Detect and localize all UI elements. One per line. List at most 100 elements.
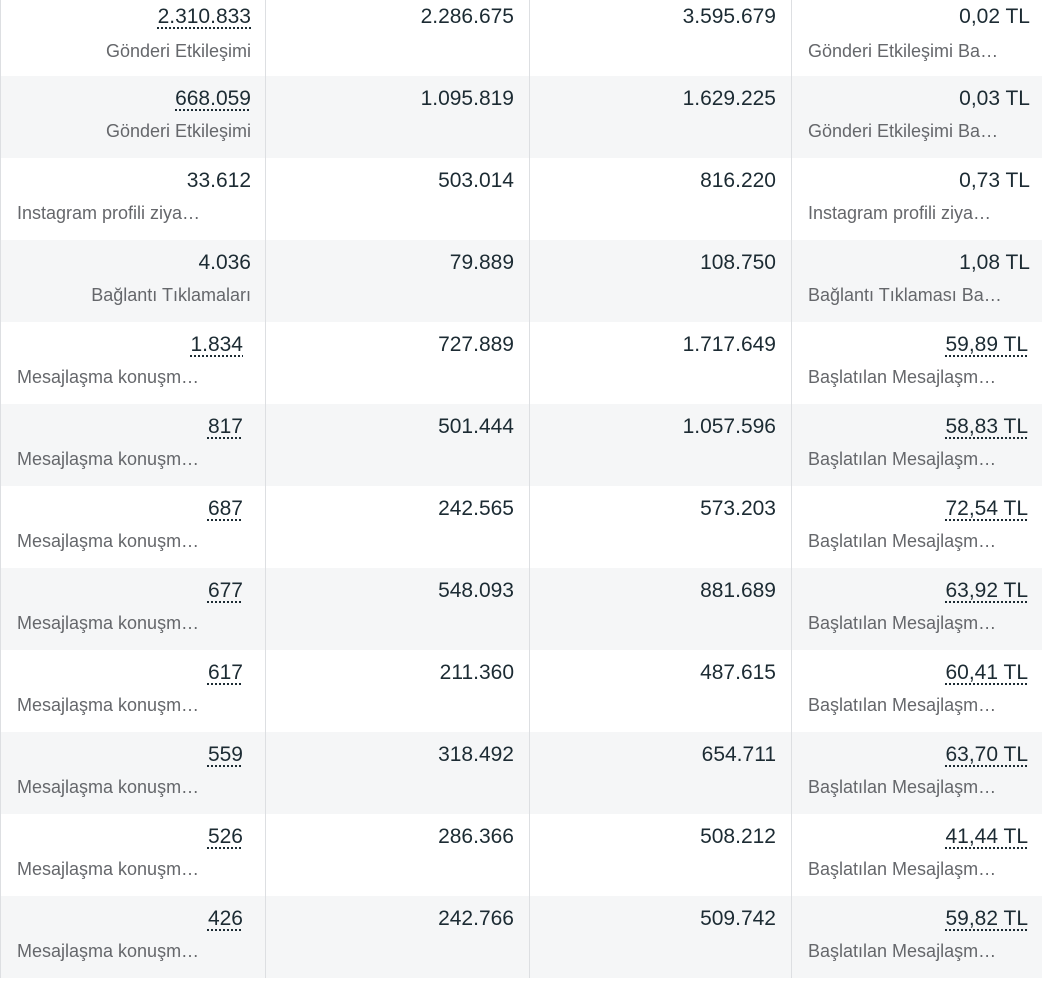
cost-type-label: Başlatılan Mesajlaşm…: [808, 777, 997, 797]
table-row[interactable]: 668.059 Gönderi Etkileşimi 1.095.819 1.629.…: [0, 76, 1042, 158]
impressions-cell: 654.711: [529, 732, 791, 814]
reach-cell: 79.889: [265, 240, 529, 322]
result-type-label: Mesajlaşma konuşm…: [17, 859, 200, 879]
cost-per-result-value[interactable]: 63,92 TL: [945, 579, 1028, 602]
results-cell: 2.310.833 Gönderi Etkileşimi: [0, 0, 265, 76]
cost-per-result-value[interactable]: 72,54 TL: [945, 497, 1028, 520]
cost-type-label: Başlatılan Mesajlaşm…: [808, 613, 997, 633]
reach-cell: 286.366: [265, 814, 529, 896]
cost-per-result-value[interactable]: 59,89 TL: [945, 333, 1028, 356]
cost-type-label: Başlatılan Mesajlaşm…: [808, 367, 997, 387]
impressions-value: 3.595.679: [682, 5, 776, 28]
impressions-value: 508.212: [700, 825, 776, 848]
results-value[interactable]: 668.059: [175, 87, 251, 110]
impressions-value: 1.057.596: [682, 415, 776, 438]
result-type-label: Mesajlaşma konuşm…: [17, 695, 200, 715]
cost-per-result-value[interactable]: 58,83 TL: [945, 415, 1028, 438]
reach-cell: 242.565: [265, 486, 529, 568]
cost-per-result-value: 1,08 TL: [959, 251, 1030, 274]
table-row[interactable]: 33.612 Instagram profili ziya… 503.014 816.…: [0, 158, 1042, 240]
reach-cell: 2.286.675: [265, 0, 529, 76]
table-row[interactable]: 426 Mesajlaşma konuşm… 242.766 509.742 59,82…: [0, 896, 1042, 978]
impressions-cell: 1.717.649: [529, 322, 791, 404]
impressions-value: 487.615: [700, 661, 776, 684]
impressions-cell: 881.689: [529, 568, 791, 650]
reach-cell: 1.095.819: [265, 76, 529, 158]
reach-cell: 242.766: [265, 896, 529, 978]
results-cell: 4.036 Bağlantı Tıklamaları: [0, 240, 265, 322]
cost-per-result-value[interactable]: 60,41 TL: [945, 661, 1028, 684]
cost-per-result-value[interactable]: 59,82 TL: [945, 907, 1028, 930]
cost-type-label: Başlatılan Mesajlaşm…: [808, 531, 997, 551]
table-row[interactable]: 687 Mesajlaşma konuşm… 242.565 573.203 72,54…: [0, 486, 1042, 568]
impressions-value: 509.742: [700, 907, 776, 930]
cost-type-label: Başlatılan Mesajlaşm…: [808, 941, 997, 961]
results-cell: 677 Mesajlaşma konuşm…: [0, 568, 265, 650]
result-type-label: Mesajlaşma konuşm…: [17, 941, 200, 961]
impressions-cell: 509.742: [529, 896, 791, 978]
results-value[interactable]: 677: [207, 579, 243, 602]
cost-per-result-cell: 72,54 TL Başlatılan Mesajlaşm…: [791, 486, 1042, 568]
impressions-value: 881.689: [700, 579, 776, 602]
reach-cell: 727.889: [265, 322, 529, 404]
results-value[interactable]: 617: [207, 661, 243, 684]
cost-type-label: Başlatılan Mesajlaşm…: [808, 859, 997, 879]
reach-cell: 501.444: [265, 404, 529, 486]
impressions-value: 108.750: [700, 251, 776, 274]
cost-type-label: Başlatılan Mesajlaşm…: [808, 695, 997, 715]
results-cell: 617 Mesajlaşma konuşm…: [0, 650, 265, 732]
reach-value: 2.286.675: [420, 5, 514, 28]
result-type-label: Mesajlaşma konuşm…: [17, 449, 200, 469]
table-row[interactable]: 559 Mesajlaşma konuşm… 318.492 654.711 63,70…: [0, 732, 1042, 814]
cost-type-label: Gönderi Etkileşimi Ba…: [808, 121, 999, 141]
cost-per-result-cell: 1,08 TL Bağlantı Tıklaması Ba…: [791, 240, 1042, 322]
impressions-cell: 573.203: [529, 486, 791, 568]
table-row[interactable]: 4.036 Bağlantı Tıklamaları 79.889 108.750 1,…: [0, 240, 1042, 322]
results-value[interactable]: 1.834: [190, 333, 243, 356]
reach-cell: 318.492: [265, 732, 529, 814]
result-type-label: Mesajlaşma konuşm…: [17, 613, 200, 633]
table-row[interactable]: 526 Mesajlaşma konuşm… 286.366 508.212 41,44…: [0, 814, 1042, 896]
reach-value: 242.565: [438, 497, 514, 520]
results-value[interactable]: 559: [207, 743, 243, 766]
reach-value: 503.014: [438, 169, 514, 192]
impressions-value: 1.717.649: [682, 333, 776, 356]
impressions-cell: 3.595.679: [529, 0, 791, 76]
cost-type-label: Başlatılan Mesajlaşm…: [808, 449, 997, 469]
table-row[interactable]: 677 Mesajlaşma konuşm… 548.093 881.689 63,92…: [0, 568, 1042, 650]
reach-value: 318.492: [438, 743, 514, 766]
results-cell: 33.612 Instagram profili ziya…: [0, 158, 265, 240]
results-value[interactable]: 526: [207, 825, 243, 848]
results-cell: 1.834 Mesajlaşma konuşm…: [0, 322, 265, 404]
results-cell: 668.059 Gönderi Etkileşimi: [0, 76, 265, 158]
table-row[interactable]: 617 Mesajlaşma konuşm… 211.360 487.615 60,41…: [0, 650, 1042, 732]
cost-per-result-cell: 60,41 TL Başlatılan Mesajlaşm…: [791, 650, 1042, 732]
impressions-cell: 1.629.225: [529, 76, 791, 158]
impressions-value: 1.629.225: [682, 87, 776, 110]
impressions-cell: 508.212: [529, 814, 791, 896]
results-value[interactable]: 426: [207, 907, 243, 930]
reach-value: 211.360: [439, 661, 514, 684]
cost-per-result-value: 0,73 TL: [959, 169, 1030, 192]
reach-value: 79.889: [449, 251, 514, 274]
result-type-label: Mesajlaşma konuşm…: [17, 367, 200, 387]
cost-per-result-value[interactable]: 63,70 TL: [945, 743, 1028, 766]
table-row[interactable]: 1.834 Mesajlaşma konuşm… 727.889 1.717.649 5…: [0, 322, 1042, 404]
results-value[interactable]: 817: [207, 415, 243, 438]
results-value: 4.036: [198, 251, 251, 274]
results-cell: 817 Mesajlaşma konuşm…: [0, 404, 265, 486]
results-value[interactable]: 2.310.833: [157, 5, 251, 28]
result-type-label: Mesajlaşma konuşm…: [17, 531, 200, 551]
table-row[interactable]: 817 Mesajlaşma konuşm… 501.444 1.057.596 58,…: [0, 404, 1042, 486]
cost-per-result-value[interactable]: 41,44 TL: [945, 825, 1028, 848]
result-type-label: Gönderi Etkileşimi: [105, 41, 251, 61]
cost-per-result-cell: 59,82 TL Başlatılan Mesajlaşm…: [791, 896, 1042, 978]
result-type-label: Mesajlaşma konuşm…: [17, 777, 200, 797]
impressions-cell: 108.750: [529, 240, 791, 322]
results-value: 33.612: [186, 169, 251, 192]
results-value[interactable]: 687: [207, 497, 243, 520]
reach-value: 1.095.819: [420, 87, 514, 110]
table-row[interactable]: 2.310.833 Gönderi Etkileşimi 2.286.675 3.59…: [0, 0, 1042, 76]
cost-type-label: Gönderi Etkileşimi Ba…: [808, 41, 999, 61]
